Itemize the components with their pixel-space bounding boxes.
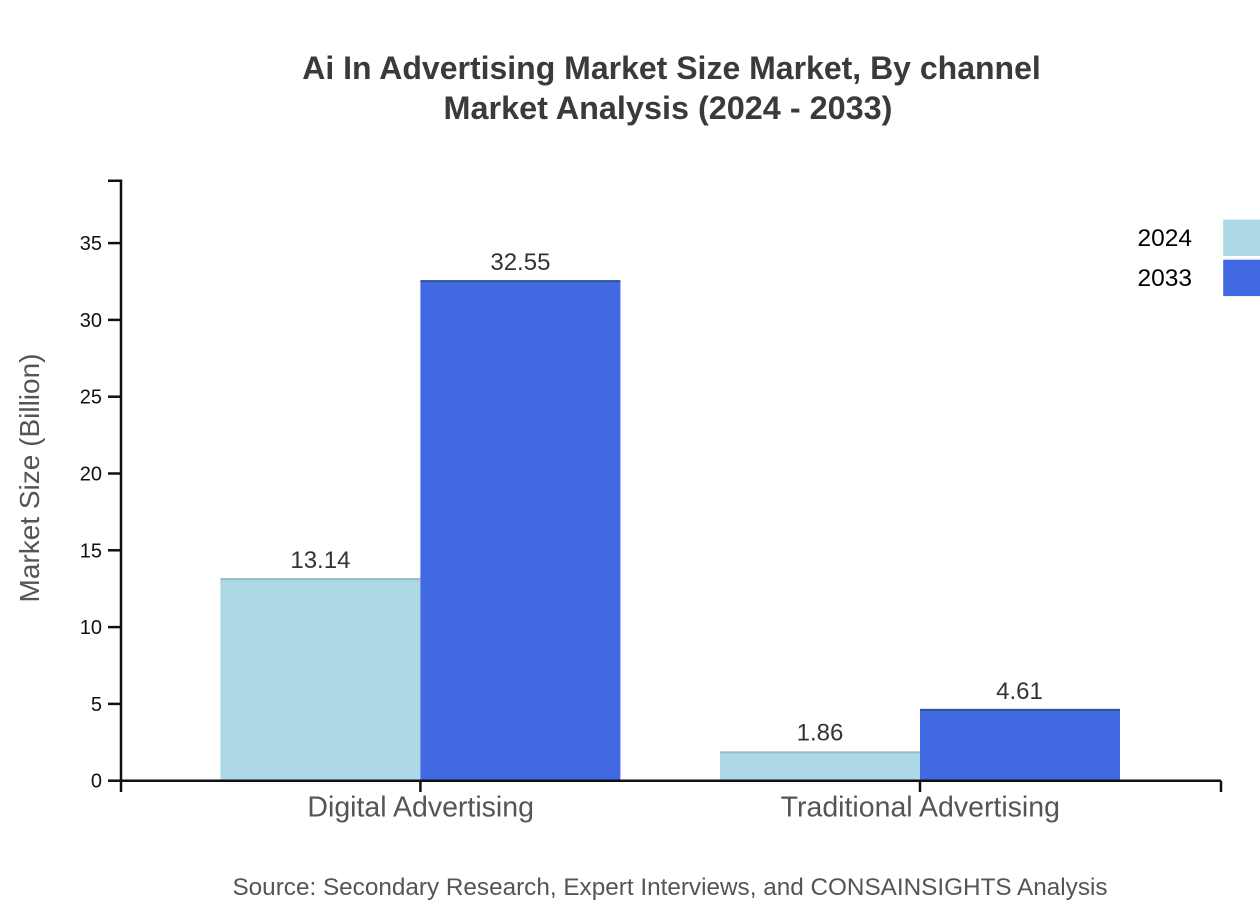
svg-text:0: 0 — [91, 771, 102, 793]
svg-text:2024: 2024 — [1137, 225, 1192, 252]
svg-text:Market Size (Billion): Market Size (Billion) — [14, 354, 45, 603]
svg-text:Traditional Advertising: Traditional Advertising — [781, 791, 1060, 823]
svg-text:Market Analysis (2024 - 2033): Market Analysis (2024 - 2033) — [444, 90, 893, 126]
svg-text:15: 15 — [80, 540, 102, 562]
svg-text:Source: Secondary Research, Ex: Source: Secondary Research, Expert Inter… — [232, 874, 1107, 901]
svg-text:20: 20 — [80, 464, 102, 486]
svg-text:1.86: 1.86 — [797, 720, 844, 747]
svg-text:5: 5 — [91, 694, 102, 716]
svg-text:Ai In Advertising Market Size: Ai In Advertising Market Size Market, By… — [302, 50, 1041, 86]
svg-text:25: 25 — [80, 387, 102, 409]
svg-text:Digital Advertising: Digital Advertising — [307, 791, 534, 823]
svg-text:10: 10 — [80, 617, 102, 639]
svg-text:4.61: 4.61 — [996, 678, 1043, 705]
svg-text:35: 35 — [80, 233, 102, 255]
svg-text:32.55: 32.55 — [490, 249, 550, 276]
svg-text:2033: 2033 — [1137, 265, 1192, 292]
svg-text:30: 30 — [80, 310, 102, 332]
svg-text:13.14: 13.14 — [290, 547, 350, 574]
